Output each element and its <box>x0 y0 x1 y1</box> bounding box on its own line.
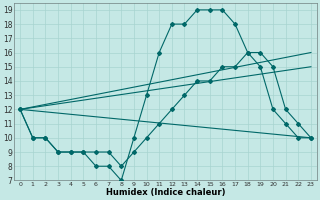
X-axis label: Humidex (Indice chaleur): Humidex (Indice chaleur) <box>106 188 225 197</box>
